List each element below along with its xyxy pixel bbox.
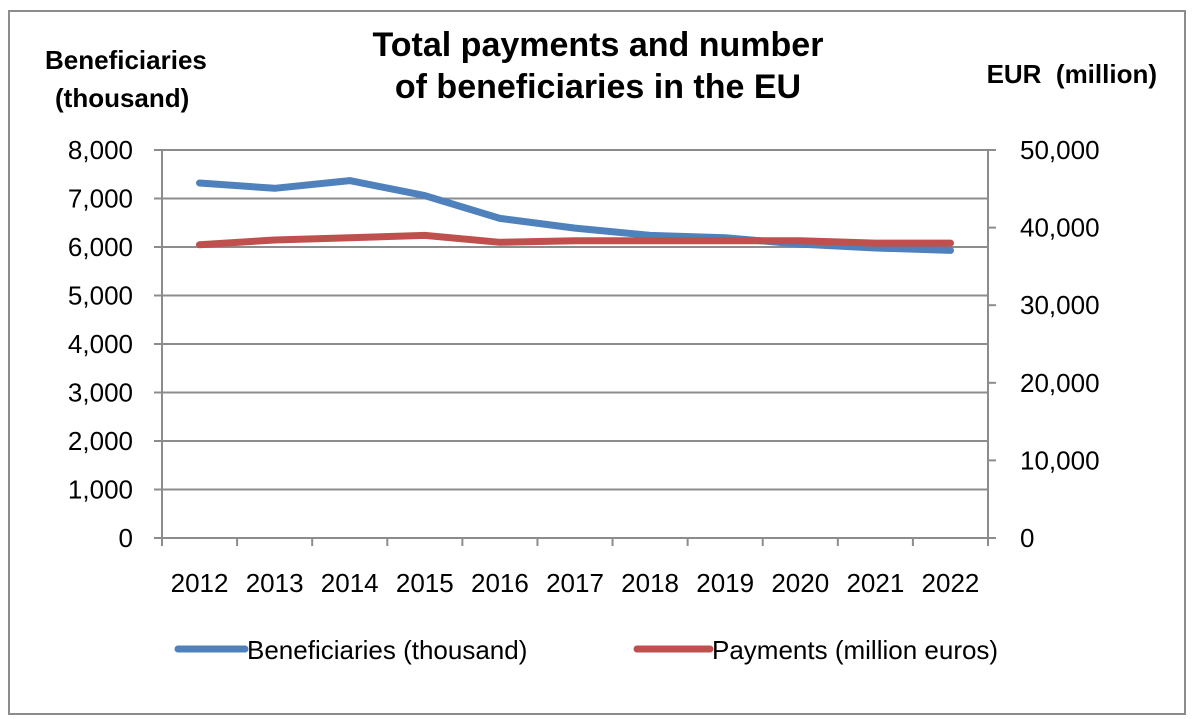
left-axis-tick-label: 6,000 — [68, 232, 133, 262]
gridlines — [162, 149, 988, 491]
legend-label-payments: Payments (million euros) — [712, 635, 998, 665]
right-axis-tick-labels: 0 10,000 20,000 30,000 40,000 50,000 — [1020, 135, 1100, 553]
x-axis-tick-label: 2022 — [922, 568, 980, 598]
chart-title-line-2: of beneficiaries in the EU — [395, 68, 801, 106]
x-axis-tick-label: 2014 — [321, 568, 379, 598]
x-axis-tick-label: 2017 — [546, 568, 604, 598]
x-axis-tick-label: 2013 — [246, 568, 304, 598]
series-line-beneficiaries — [196, 177, 954, 254]
left-axis-title-line-2: (thousand) — [55, 83, 189, 113]
x-axis-tick-labels: 2012 2013 2014 2015 2016 2017 2018 2019 2020 2021… — [171, 568, 980, 598]
right-axis-title: EUR (million) — [987, 59, 1157, 89]
x-axis-tick-label: 2018 — [621, 568, 679, 598]
right-axis-tick-label: 40,000 — [1020, 213, 1100, 243]
series-line-payments — [196, 231, 954, 249]
x-axis-tick-label: 2012 — [171, 568, 229, 598]
series-lines — [196, 177, 954, 254]
left-axis-tick-label: 7,000 — [68, 184, 133, 214]
x-axis-tick-label: 2021 — [846, 568, 904, 598]
left-axis-tick-label: 1,000 — [68, 475, 133, 505]
left-axis-tick-label: 4,000 — [68, 329, 133, 359]
right-axis-tick-label: 0 — [1020, 523, 1034, 553]
right-axis-tick-label: 20,000 — [1020, 368, 1100, 398]
chart-title-line-1: Total payments and number — [373, 26, 824, 64]
x-axis-tick-label: 2016 — [471, 568, 529, 598]
left-axis-tick-labels: 0 1,000 2,000 3,000 4,000 5,000 6,000 7,000 8,00… — [68, 135, 133, 553]
x-axis-tick-label: 2020 — [771, 568, 829, 598]
chart-frame — [8, 10, 1186, 715]
right-axis-tick-label: 30,000 — [1020, 290, 1100, 320]
legend-item-beneficiaries: Beneficiaries (thousand) — [174, 635, 527, 665]
legend: Beneficiaries (thousand) Payments (milli… — [174, 635, 998, 665]
left-axis-tick-label: 5,000 — [68, 281, 133, 311]
left-axis-tick-label: 0 — [119, 523, 133, 553]
x-axis-tick-label: 2019 — [696, 568, 754, 598]
left-axis-tick-label: 8,000 — [68, 135, 133, 165]
legend-label-beneficiaries: Beneficiaries (thousand) — [247, 635, 527, 665]
left-axis-title-line-1: Beneficiaries — [45, 45, 207, 75]
left-axis-tick-label: 3,000 — [68, 378, 133, 408]
left-axis-tick-label: 2,000 — [68, 426, 133, 456]
right-axis-tick-label: 10,000 — [1020, 445, 1100, 475]
right-axis-tick-label: 50,000 — [1020, 135, 1100, 165]
legend-item-payments: Payments (million euros) — [633, 635, 998, 665]
axes — [154, 149, 996, 546]
x-axis-tick-label: 2015 — [396, 568, 454, 598]
